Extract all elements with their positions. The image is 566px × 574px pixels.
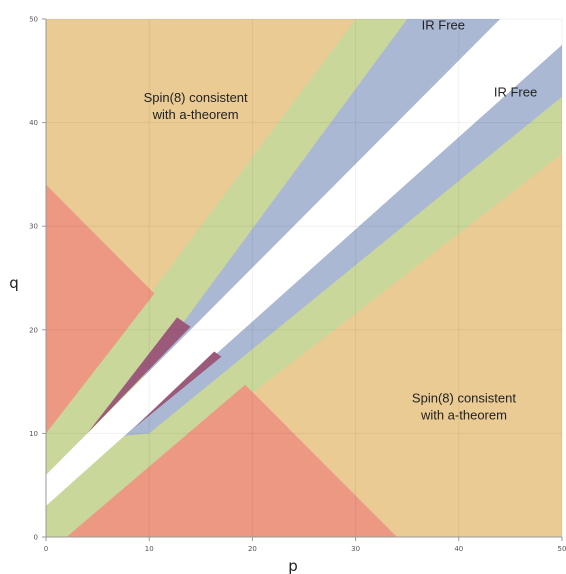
annotation-line: Spin(8) consistent: [144, 90, 248, 105]
region-annotation: Spin(8) consistent with a-theorem: [144, 90, 248, 122]
region-purple-7: [133, 351, 222, 429]
region-red-5: [66, 384, 397, 537]
y-tick-label: 0: [34, 534, 38, 542]
annotation-line: with a-theorem: [420, 407, 507, 422]
x-tick-label: 30: [351, 545, 360, 553]
y-tick-label: 20: [29, 326, 38, 334]
region-purple-6: [87, 317, 191, 434]
region-white-3: [46, 19, 562, 506]
annotation-line: IR Free: [422, 17, 465, 32]
region-annotation: IR Free: [494, 85, 537, 100]
annotation-line: IR Free: [494, 85, 537, 100]
regions: [46, 19, 562, 537]
y-tick-label: 40: [29, 119, 38, 127]
x-tick-label: 40: [454, 545, 463, 553]
y-axis-title: q: [9, 274, 19, 292]
annotation-line: with a-theorem: [152, 107, 239, 122]
region-annotation: IR Free: [422, 17, 465, 32]
x-axis-title: p: [288, 557, 298, 574]
region-annotation: Spin(8) consistent with a-theorem: [412, 390, 516, 422]
annotations: Spin(8) consistent with a-theorem IR Free I…: [144, 17, 538, 422]
axes: 0 10 20 30 40 50 0 10 20 30 40 50: [29, 16, 566, 554]
region-red-4: [46, 184, 155, 434]
y-tick-label: 10: [29, 430, 38, 438]
x-tick-label: 10: [145, 545, 154, 553]
x-tick-label: 50: [558, 545, 566, 553]
y-tick-label: 50: [29, 16, 38, 24]
y-tick-label: 30: [29, 223, 38, 231]
x-tick-label: 20: [248, 545, 257, 553]
annotation-line: Spin(8) consistent: [412, 390, 516, 405]
x-tick-label: 0: [44, 545, 48, 553]
